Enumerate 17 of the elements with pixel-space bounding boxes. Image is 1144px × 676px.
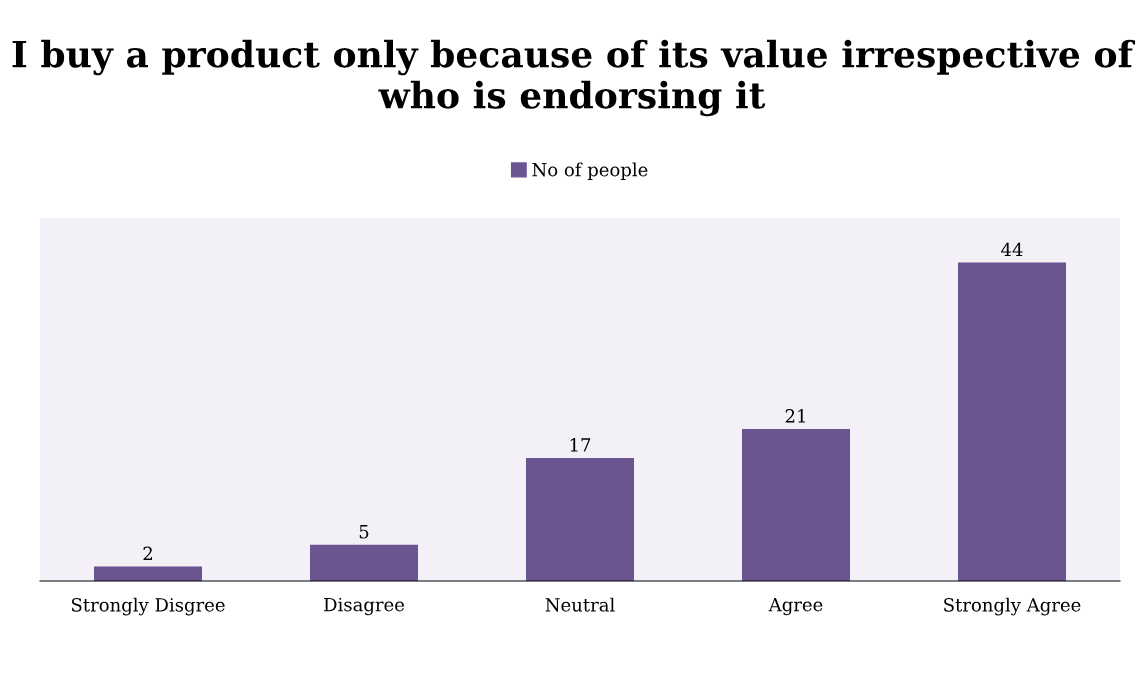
bar [526,457,634,581]
data-label: 2 [143,546,152,560]
chart-title: I buy a product only because of its value irrespective of who is endorsing it [12,39,1136,117]
data-label: 17 [570,438,591,452]
bar [310,544,418,581]
bar [94,566,202,581]
data-label: 21 [785,409,805,423]
data-label: 5 [359,525,369,539]
legend-label: No of people [532,162,648,180]
x-tick-label: Strongly Disgree [71,597,225,616]
bar [742,429,850,581]
x-tick-label: Strongly Agree [944,597,1081,616]
bar [958,262,1066,581]
x-tick-label: Neutral [545,597,615,612]
x-tick-label: Agree [768,597,823,616]
data-label: 44 [1001,242,1023,257]
x-tick-label: Disagree [324,597,405,616]
